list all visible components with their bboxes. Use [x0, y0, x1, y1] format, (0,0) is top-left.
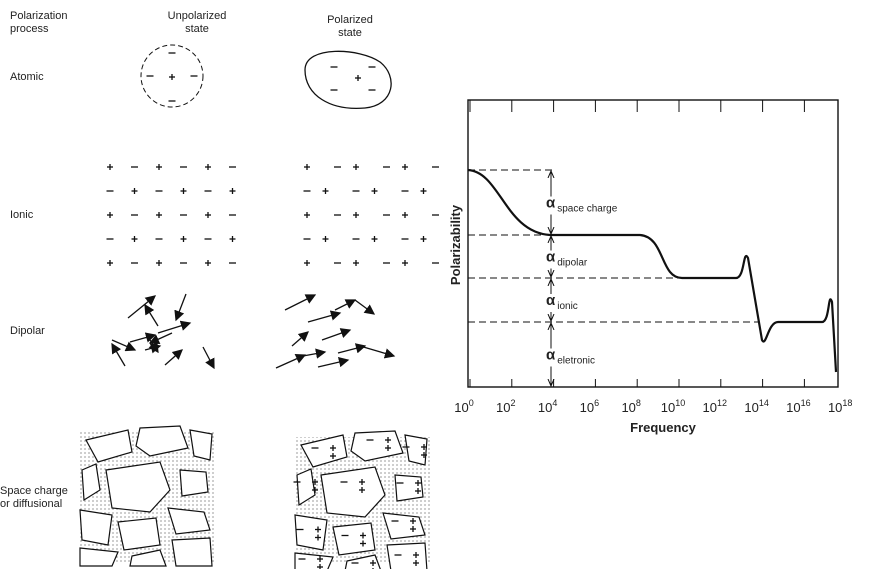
- dipole-arrow: [176, 294, 186, 320]
- tick-base: 10: [580, 400, 594, 415]
- polarizability-curve: [468, 170, 836, 372]
- dipole-arrow: [338, 346, 365, 353]
- dipole-arrow: [145, 305, 158, 326]
- tick-exp: 0: [469, 398, 474, 408]
- grain: [80, 510, 112, 545]
- x-tick-label: 1010: [661, 398, 685, 415]
- dipole-arrow: [150, 333, 172, 343]
- dipole-arrow: [276, 355, 305, 368]
- content: PolarizationprocessUnpolarizedstatePolar…: [0, 10, 852, 569]
- header-text: state: [338, 27, 362, 39]
- row-label: Dipolar: [10, 325, 45, 337]
- dipole-arrow: [360, 346, 394, 356]
- header-text: process: [10, 23, 49, 35]
- tick-base: 10: [538, 400, 552, 415]
- tick-base: 10: [454, 400, 468, 415]
- tick-exp: 8: [636, 398, 641, 408]
- dipole-arrow: [158, 323, 190, 333]
- dipole-arrow: [318, 360, 348, 367]
- dipole-arrow: [355, 300, 374, 314]
- row-label: Atomic: [10, 71, 44, 83]
- grain: [387, 543, 427, 569]
- tick-exp: 2: [511, 398, 516, 408]
- header-text: Polarization: [10, 10, 67, 22]
- tick-base: 10: [744, 400, 758, 415]
- alpha-subscript: ionic: [557, 301, 578, 312]
- tick-base: 10: [496, 400, 510, 415]
- header-text: Polarized: [327, 14, 373, 26]
- x-tick-label: 108: [621, 398, 640, 415]
- tick-exp: 10: [675, 398, 685, 408]
- tick-exp: 16: [801, 398, 811, 408]
- row-label: or diffusional: [0, 498, 62, 510]
- dipole-arrow: [165, 350, 182, 365]
- alpha-symbol: α: [546, 195, 556, 212]
- dipole-arrow: [335, 300, 355, 310]
- tick-exp: 18: [842, 398, 852, 408]
- grain: [180, 470, 208, 496]
- dipole-arrow: [292, 332, 308, 346]
- alpha-symbol: α: [546, 249, 556, 266]
- alpha-subscript: eletronic: [557, 356, 595, 367]
- header-text: Unpolarized: [168, 10, 227, 22]
- tick-base: 10: [661, 400, 675, 415]
- grain: [172, 538, 212, 566]
- dipole-arrow: [308, 313, 340, 322]
- x-tick-label: 1016: [786, 398, 810, 415]
- x-tick-label: 1012: [703, 398, 727, 415]
- dipole-arrow: [145, 346, 160, 350]
- row-label: Ionic: [10, 209, 34, 221]
- tick-exp: 6: [594, 398, 599, 408]
- atom-polarized: [305, 51, 391, 108]
- alpha-symbol: α: [546, 292, 556, 309]
- alpha-subscript: dipolar: [557, 258, 588, 269]
- x-tick-label: 102: [496, 398, 515, 415]
- tick-base: 10: [828, 400, 842, 415]
- tick-base: 10: [703, 400, 717, 415]
- grain: [168, 508, 210, 534]
- dipole-arrow: [112, 344, 125, 366]
- dipole-arrow: [322, 330, 350, 340]
- tick-base: 10: [621, 400, 635, 415]
- x-tick-label: 104: [538, 398, 557, 415]
- x-axis-label: Frequency: [630, 420, 697, 435]
- tick-base: 10: [786, 400, 800, 415]
- tick-exp: 12: [717, 398, 727, 408]
- figure: PolarizationprocessUnpolarizedstatePolar…: [0, 0, 875, 569]
- x-tick-label: 106: [580, 398, 599, 415]
- grain: [118, 518, 160, 550]
- x-tick-label: 1014: [744, 398, 768, 415]
- y-axis-label: Polarizability: [448, 204, 463, 285]
- tick-exp: 14: [759, 398, 769, 408]
- tick-exp: 4: [552, 398, 557, 408]
- dipole-arrow: [203, 347, 214, 368]
- alpha-symbol: α: [546, 347, 556, 364]
- grain: [395, 475, 423, 501]
- plot-frame: [468, 100, 838, 387]
- dipole-arrow: [303, 352, 325, 356]
- x-tick-label: 1018: [828, 398, 852, 415]
- alpha-subscript: space charge: [557, 204, 617, 215]
- grain: [333, 523, 375, 555]
- row-label: Space charge: [0, 485, 68, 497]
- alpha-label: αeletronic: [546, 347, 595, 367]
- grain: [383, 513, 425, 539]
- x-tick-label: 100: [454, 398, 473, 415]
- header-text: state: [185, 23, 209, 35]
- grain: [295, 515, 327, 550]
- dipole-arrow: [285, 295, 315, 310]
